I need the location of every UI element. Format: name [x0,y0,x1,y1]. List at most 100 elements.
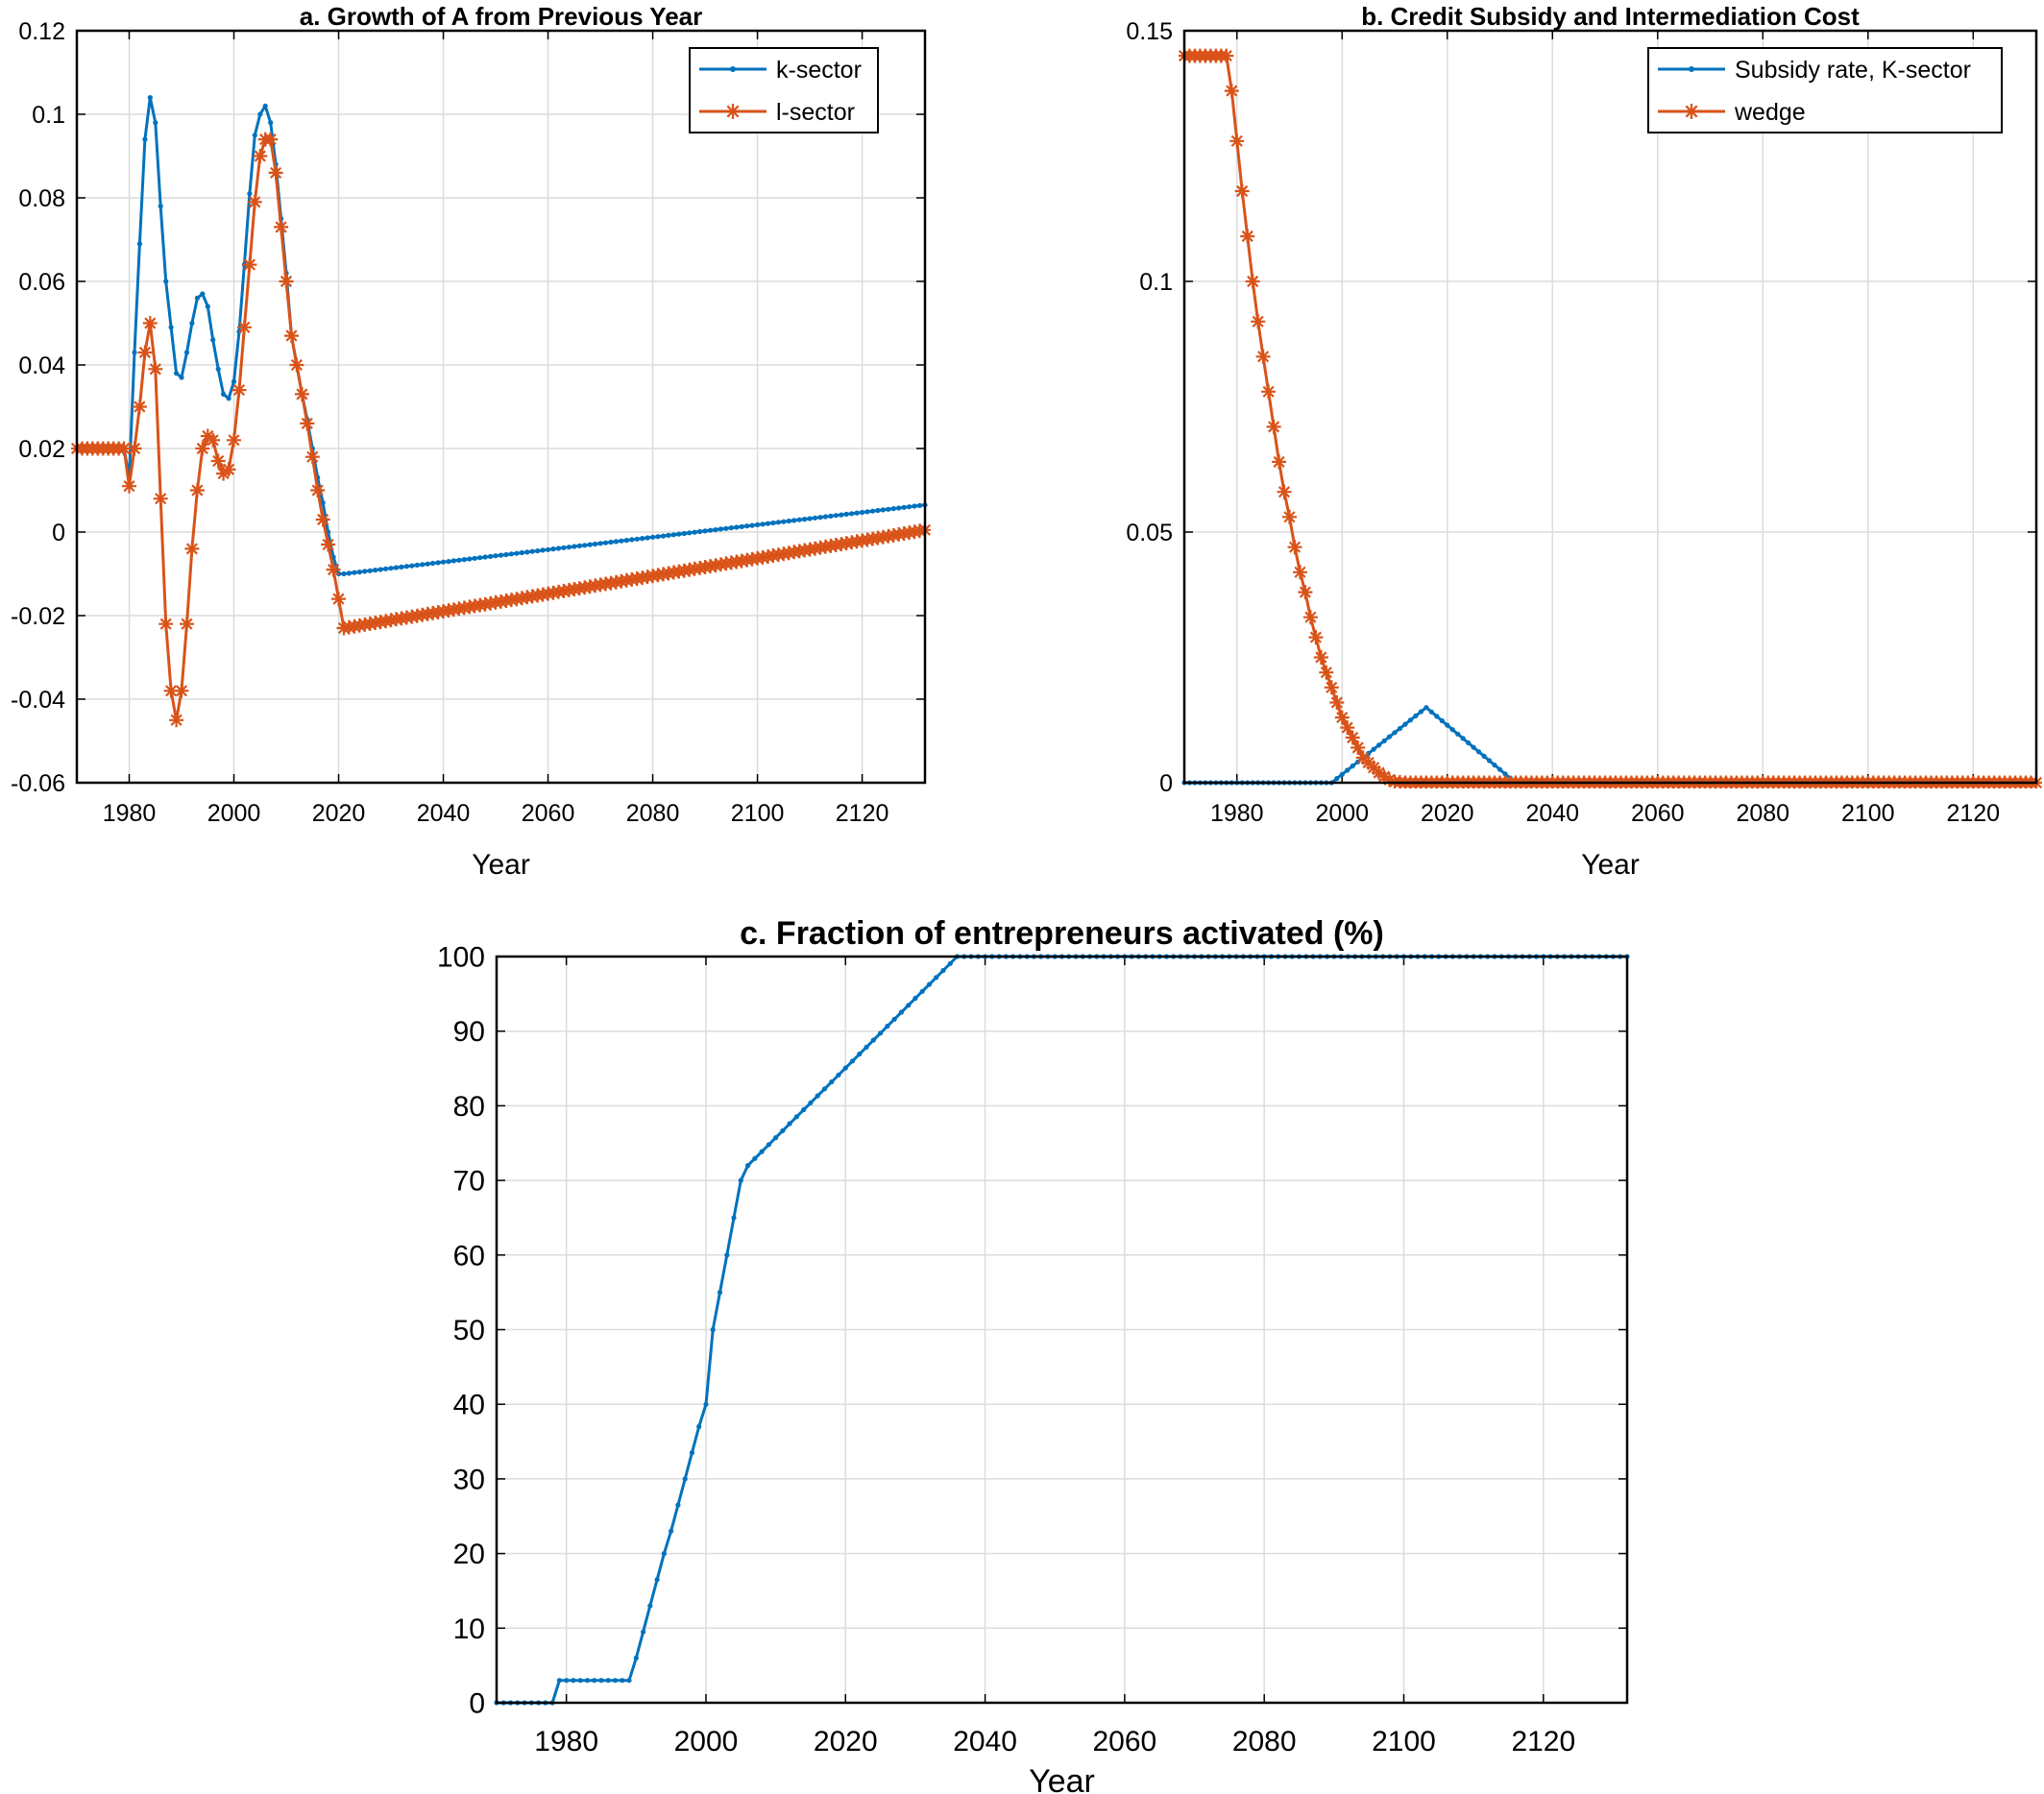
data-point [498,552,504,558]
grid [497,956,1627,1704]
data-point [247,194,262,209]
x-tick-label: 2080 [1736,800,1789,827]
data-point [136,241,142,247]
data-point [461,557,467,563]
data-point [780,1127,786,1133]
data-point [802,517,808,522]
data-point [564,1678,570,1684]
data-point [582,543,588,548]
data-point [641,1629,646,1635]
tick-marks [77,30,925,784]
data-point [1418,709,1424,715]
data-point [891,1016,897,1022]
data-point [304,449,320,465]
data-point [613,539,620,545]
data-point [409,563,415,569]
chart-title: a. Growth of A from Previous Year [300,2,702,31]
data-point [346,570,352,576]
data-point [1402,721,1408,727]
x-tick-label: 2060 [1093,1726,1157,1758]
data-point [692,529,697,535]
data-point [383,566,389,571]
x-tick-label: 2100 [1841,800,1895,827]
data-point [1466,739,1472,746]
y-tick-label: -0.06 [11,770,65,797]
data-point [598,1678,604,1684]
data-point [367,568,373,573]
x-tick-label: 2120 [1511,1726,1575,1758]
data-point [1319,665,1334,680]
data-point [592,1678,597,1684]
data-point [1293,565,1307,580]
legend: k-sector l-sector [689,47,879,133]
data-point [1345,730,1360,745]
data-point [1381,738,1387,744]
data-point [388,566,394,571]
data-point [817,515,823,521]
data-point [253,149,268,163]
data-point [1445,722,1450,728]
data-point [880,507,887,513]
data-point [514,550,520,556]
y-tick-label: 0.08 [18,185,65,212]
data-point [263,132,279,147]
data-point [1340,720,1355,736]
data-point [626,1678,632,1684]
data-point [169,713,184,728]
data-point [1266,419,1281,434]
data-point [210,337,216,343]
data-point [1329,695,1345,710]
data-point [148,361,163,376]
data-point [612,1678,619,1684]
data-point [189,320,195,327]
chart-c: 1980 2000 2020 2040 2060 2080 2100 2120 0 10 20 30 4… [437,915,1630,1794]
data-point [907,504,912,510]
data-point [885,1023,890,1030]
data-point [916,502,923,509]
data-point [1487,758,1493,764]
data-point [556,1678,563,1684]
data-point [682,1476,688,1482]
data-point [561,545,567,550]
data-point [320,499,326,506]
data-point [843,511,849,518]
data-point [912,995,918,1002]
data-point [116,441,132,456]
data-point [724,1252,730,1258]
data-point [1371,746,1376,752]
data-point [1350,764,1355,769]
data-point [1334,710,1350,725]
data-point [833,513,839,519]
data-point [808,1100,814,1105]
data-point [362,569,368,574]
data-point [566,545,572,550]
data-point [221,391,227,397]
y-tick-label: 70 [453,1166,485,1198]
data-point [236,320,252,335]
data-point [414,562,420,569]
data-point [849,511,855,517]
data-point [781,519,787,524]
data-point [284,328,299,344]
data-point [572,544,577,549]
data-point [1455,731,1461,737]
data-point [759,1149,765,1154]
data-point [231,378,237,384]
y-tick-label: 0.06 [18,269,65,296]
data-point [749,522,755,528]
data-point [860,509,865,516]
data-point [605,1678,611,1684]
data-point [142,136,148,142]
data-point [1234,183,1250,199]
data-point [717,1290,723,1296]
legend: Subsidy rate, K-sector wedge [1647,47,2003,133]
data-point [399,564,404,570]
data-point [268,165,283,181]
data-point [377,567,383,572]
x-tick-label: 2120 [836,800,889,827]
data-point [300,416,315,431]
data-point [1382,772,1397,788]
data-point [482,554,488,560]
data-point [796,517,802,522]
